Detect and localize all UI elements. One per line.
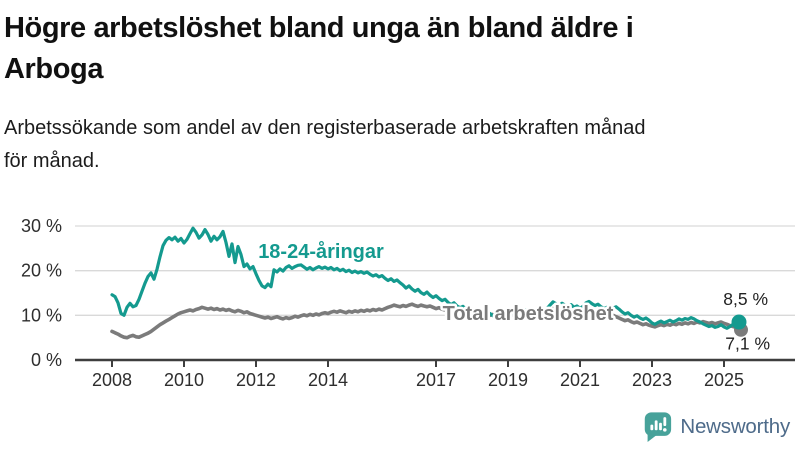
end-dot-young [731, 314, 747, 330]
x-tick-label: 2019 [488, 370, 528, 390]
newsworthy-logo: Newsworthy [641, 410, 790, 443]
title-line-2: Arboga [4, 53, 104, 86]
end-label-total: 7,1 % [725, 333, 770, 353]
x-axis-labels: 2008 2010 2012 2014 2017 2019 2021 2023 2025 [92, 370, 744, 390]
x-tick-label: 2023 [632, 370, 672, 390]
series-line-young [110, 226, 741, 330]
y-tick-label: 10 % [21, 305, 62, 325]
subtitle-line-2: för månad. [4, 150, 100, 173]
x-tick-label: 2025 [704, 370, 744, 390]
x-tick-label: 2010 [164, 370, 204, 390]
series-line-total [110, 302, 741, 340]
gridlines [75, 225, 795, 316]
series-labels: 18-24-åringar Total arbetslöshet [256, 238, 617, 328]
series-label: 18-24-åringar [258, 240, 384, 263]
y-tick-label: 20 % [21, 261, 62, 281]
x-tick-label: 2017 [416, 370, 456, 390]
y-tick-label: 30 % [21, 216, 62, 236]
end-label-young: 8,5 % [723, 289, 768, 309]
subtitle-line-1: Arbetssökande som andel av den registerb… [4, 117, 646, 140]
y-tick-label: 0 % [31, 350, 62, 370]
series-label: Total arbetslöshet [443, 303, 614, 325]
page-title: Högre arbetslöshet bland unga än bland ä… [0, 0, 800, 90]
x-tick-label: 2008 [92, 370, 132, 390]
title-line-1: Högre arbetslöshet bland unga än bland ä… [4, 12, 634, 44]
newsworthy-bubble-chart-icon [645, 412, 672, 443]
x-axis [75, 358, 795, 367]
unemployment-line-chart: 0 % 10 % 20 % 30 % 2008 2010 2012 2014 2017 2019… [21, 216, 795, 390]
series-lines [110, 226, 741, 340]
chart-subtitle: Arbetssökande som andel av den registerb… [0, 112, 800, 178]
end-value-labels: 8,5 % 7,1 % [723, 289, 770, 353]
x-tick-label: 2014 [308, 370, 348, 390]
x-tick-label: 2012 [236, 370, 276, 390]
y-axis-labels: 0 % 10 % 20 % 30 % [21, 216, 62, 370]
x-tick-label: 2021 [560, 370, 600, 390]
newsworthy-wordmark: Newsworthy [680, 414, 790, 438]
series-end-dots [731, 314, 748, 337]
